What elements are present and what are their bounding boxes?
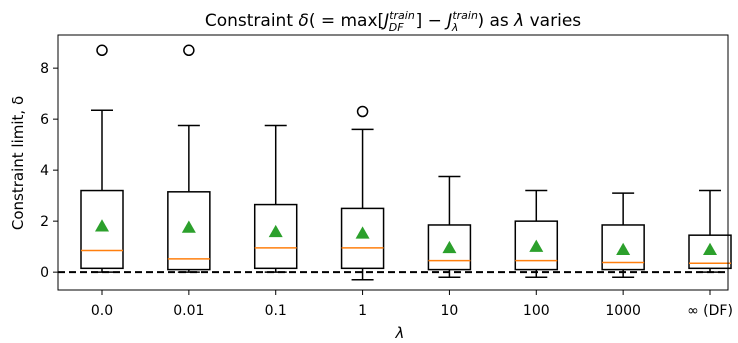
box-group (514, 189, 559, 278)
x-tick-label: ∞ (DF) (687, 303, 733, 319)
y-tick-label: 4 (40, 163, 49, 179)
title-j-lambda-sup: train (452, 9, 478, 22)
outlier-point (183, 44, 195, 57)
title-j-df-sub: DF (389, 21, 404, 34)
y-tick-label: 8 (40, 61, 49, 77)
x-tick-label: 100 (523, 303, 550, 319)
title-delta: δ (298, 11, 308, 31)
title-prefix: Constraint (205, 11, 299, 31)
title-j-df: J (381, 11, 389, 31)
iqr-box (427, 224, 472, 271)
x-axis-label: λ (395, 324, 405, 342)
x-tick-label: 0.0 (91, 303, 113, 319)
mean-marker (703, 242, 717, 255)
box-group (167, 44, 211, 273)
y-tick-label: 0 (40, 265, 49, 281)
iqr-box (340, 207, 385, 270)
iqr-box (80, 189, 124, 270)
title-j-lambda-sub: λ (451, 21, 459, 34)
outlier-point (356, 105, 369, 118)
y-tick-label: 2 (40, 214, 49, 230)
iqr-box (167, 191, 211, 271)
box-group (80, 44, 124, 273)
title-close: ) as (477, 11, 514, 31)
title-lambda: λ (513, 11, 524, 31)
x-tick-label: 1 (358, 303, 367, 319)
box-group (340, 105, 385, 281)
iqr-box (601, 224, 645, 271)
mean-marker (529, 239, 544, 252)
x-tick-label: 1000 (605, 303, 641, 319)
x-tick-label: 10 (441, 303, 459, 319)
axes-frame (57, 34, 729, 291)
box-group (688, 189, 732, 273)
title-j-df-sup: train (389, 9, 415, 22)
iqr-box (253, 203, 298, 270)
plot-area: 0 2 4 6 8 0.0 0.01 0.1 1 10 100 1000 ∞ (DF) (40, 44, 733, 319)
box-group (601, 192, 645, 278)
mean-marker (355, 226, 370, 239)
mean-marker (268, 224, 283, 238)
title-suffix: varies (524, 11, 581, 31)
y-tick-label: 6 (40, 112, 49, 128)
mean-marker (181, 220, 196, 233)
iqr-box (688, 234, 732, 270)
box-group (253, 124, 298, 273)
title-open: ( = max[ (309, 11, 384, 31)
box-group (427, 175, 472, 278)
y-axis-label: Constraint limit, δ (9, 96, 27, 230)
chart-title: Constraint δ( = max[Jtrain DF] − Jtrain λ)… (205, 9, 581, 34)
title-mid: ] − (416, 11, 448, 31)
mean-marker (616, 242, 631, 255)
iqr-box (514, 220, 559, 271)
title-j-lambda: J (444, 11, 452, 31)
mean-marker (442, 240, 457, 254)
outlier-point (96, 44, 108, 57)
x-tick-label: 0.1 (265, 303, 287, 319)
mean-marker (95, 219, 109, 232)
x-tick-label: 0.01 (173, 303, 204, 319)
